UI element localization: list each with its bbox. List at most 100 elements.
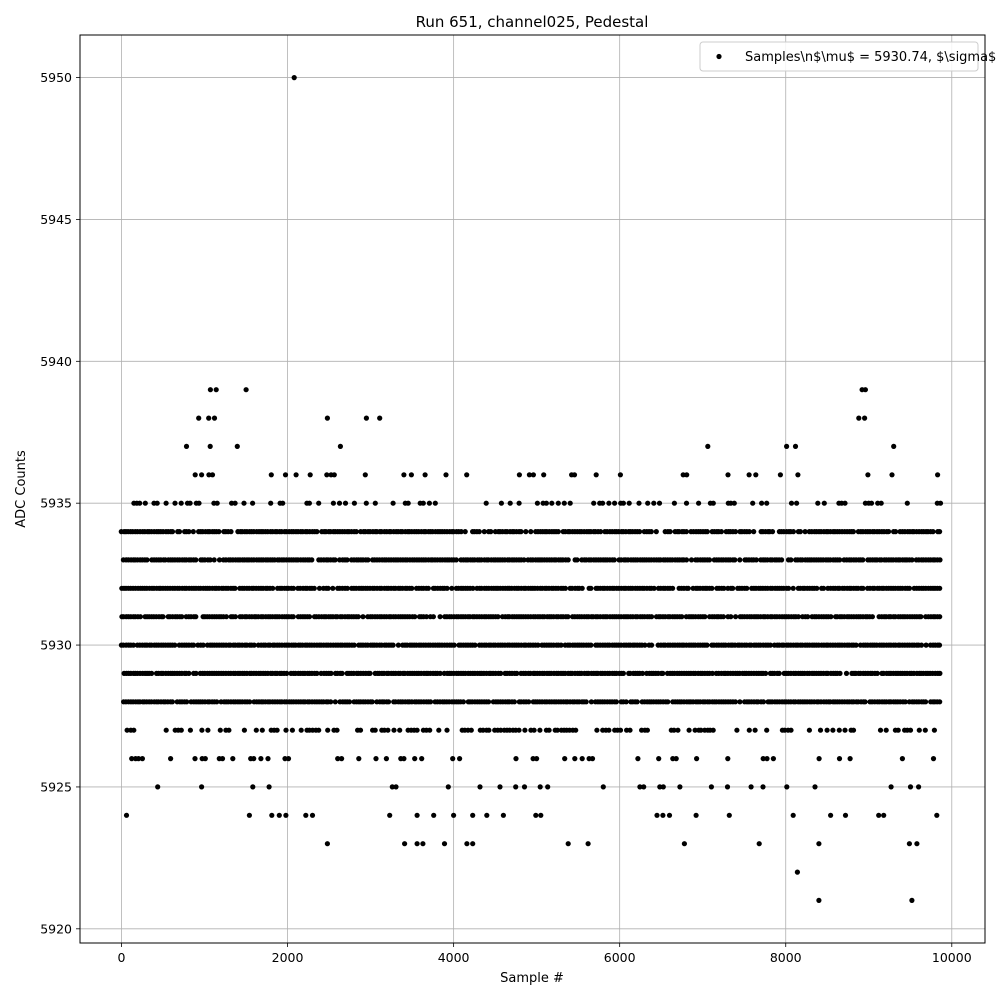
data-point bbox=[196, 500, 202, 506]
data-point bbox=[806, 727, 813, 733]
data-point bbox=[409, 585, 415, 591]
data-point bbox=[516, 727, 522, 733]
data-point bbox=[193, 614, 199, 620]
data-point bbox=[704, 642, 710, 648]
data-point bbox=[291, 75, 297, 81]
data-point bbox=[316, 727, 322, 733]
data-point bbox=[268, 500, 274, 506]
data-point bbox=[573, 727, 579, 733]
data-point bbox=[346, 699, 353, 705]
data-point bbox=[216, 529, 222, 535]
data-point bbox=[594, 727, 600, 733]
data-point bbox=[500, 812, 506, 818]
data-point bbox=[937, 529, 943, 535]
data-point bbox=[907, 727, 914, 733]
data-point bbox=[365, 557, 371, 563]
data-point bbox=[441, 841, 448, 847]
data-point bbox=[904, 500, 910, 506]
data-point bbox=[764, 727, 770, 733]
data-point bbox=[660, 670, 666, 677]
data-point bbox=[720, 614, 727, 620]
data-point bbox=[205, 727, 211, 733]
data-point bbox=[498, 670, 504, 677]
data-point bbox=[426, 500, 432, 506]
data-point bbox=[328, 699, 334, 705]
data-point bbox=[217, 727, 223, 733]
data-point bbox=[534, 500, 541, 506]
data-point bbox=[675, 727, 681, 733]
data-point bbox=[702, 614, 708, 620]
data-point bbox=[667, 529, 673, 535]
data-point bbox=[541, 472, 547, 478]
data-point bbox=[681, 841, 688, 847]
data-point bbox=[163, 500, 169, 506]
data-point bbox=[395, 642, 401, 648]
data-point bbox=[591, 500, 597, 506]
data-point bbox=[620, 670, 627, 677]
data-point bbox=[856, 415, 862, 421]
data-point bbox=[916, 784, 922, 790]
data-point bbox=[206, 415, 212, 421]
data-point bbox=[748, 784, 754, 790]
data-point bbox=[427, 727, 433, 733]
data-point bbox=[537, 784, 543, 790]
data-point bbox=[450, 756, 456, 762]
data-point bbox=[211, 415, 218, 421]
data-point bbox=[316, 500, 322, 506]
data-point bbox=[142, 500, 148, 506]
x-tick-label: 2000 bbox=[272, 950, 304, 965]
data-point bbox=[216, 557, 223, 563]
data-point bbox=[760, 756, 766, 762]
data-point bbox=[902, 699, 908, 705]
data-point bbox=[332, 557, 338, 563]
data-point bbox=[725, 472, 731, 478]
data-point bbox=[172, 500, 178, 506]
data-point bbox=[372, 727, 378, 733]
data-point bbox=[155, 784, 161, 790]
data-point bbox=[753, 472, 759, 478]
data-point bbox=[330, 500, 336, 506]
data-point bbox=[634, 699, 640, 705]
data-point bbox=[694, 756, 700, 762]
data-point bbox=[186, 670, 192, 677]
data-point bbox=[656, 756, 662, 762]
data-point bbox=[639, 670, 646, 677]
data-point bbox=[430, 614, 436, 620]
data-point bbox=[149, 670, 155, 677]
data-point bbox=[232, 614, 238, 620]
data-point bbox=[795, 614, 802, 620]
data-point bbox=[767, 642, 774, 648]
data-point bbox=[431, 812, 437, 818]
data-point bbox=[770, 756, 777, 762]
data-point bbox=[306, 614, 313, 620]
data-point bbox=[316, 585, 323, 591]
data-point bbox=[332, 699, 338, 705]
data-point bbox=[241, 500, 247, 506]
data-point bbox=[869, 614, 876, 620]
data-point bbox=[280, 500, 286, 506]
data-point bbox=[139, 756, 145, 762]
data-point bbox=[193, 670, 199, 677]
data-point bbox=[250, 784, 256, 790]
data-point bbox=[842, 727, 848, 733]
data-point bbox=[144, 557, 150, 563]
data-point bbox=[816, 756, 822, 762]
data-point bbox=[708, 784, 715, 790]
data-point bbox=[744, 585, 750, 591]
data-point bbox=[325, 727, 331, 733]
data-point bbox=[906, 841, 913, 847]
data-point bbox=[654, 812, 660, 818]
x-tick-label: 6000 bbox=[604, 950, 636, 965]
data-point bbox=[648, 529, 654, 535]
data-point bbox=[289, 727, 295, 733]
data-point bbox=[324, 472, 330, 478]
data-point bbox=[709, 585, 715, 591]
data-point bbox=[192, 756, 198, 762]
data-point bbox=[555, 500, 561, 506]
data-point bbox=[412, 614, 418, 620]
data-point bbox=[583, 699, 589, 705]
data-point bbox=[692, 727, 698, 733]
data-point bbox=[178, 500, 184, 506]
chart-title: Run 651, channel025, Pedestal bbox=[416, 13, 649, 31]
y-tick-label: 5940 bbox=[40, 354, 72, 369]
